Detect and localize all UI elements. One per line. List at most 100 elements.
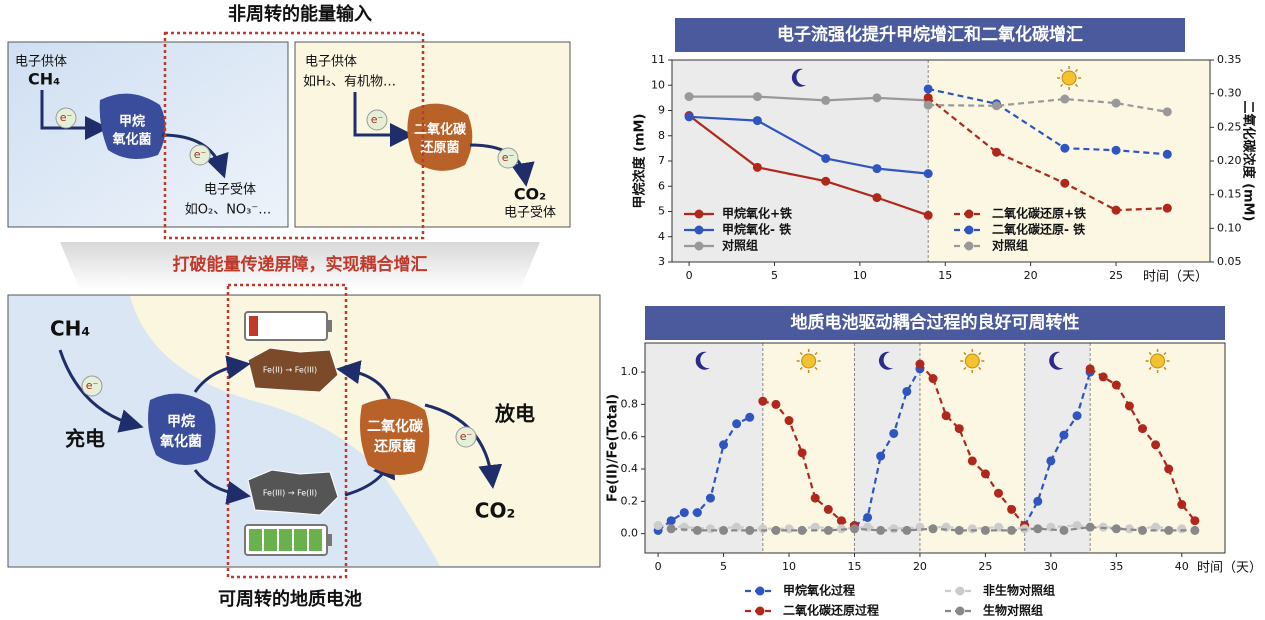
title-bar [645,306,1225,340]
y2-tick-label: 0.30 [1217,87,1242,100]
data-point [1111,380,1121,390]
donor-example: CH₄ [28,70,60,89]
data-point [923,100,933,110]
data-point [732,419,742,429]
data-point [915,359,925,369]
sun-ray [1163,366,1167,371]
y-tick-label: 5 [658,205,665,218]
legend-label: 甲烷氧化过程 [783,583,855,598]
electron [81,375,103,397]
data-point [1007,504,1017,514]
sun-ray [799,366,803,371]
chart-title: 电子流强化提升甲烷增汇和二氧化碳增汇 [777,24,1083,45]
data-point [771,525,781,535]
x-tick-label: 30 [1044,560,1058,573]
arrow [336,360,392,401]
legend-label: 甲烷氧化- 铁 [722,222,791,237]
y-tick-label: 3 [658,255,665,268]
battery-tip [327,534,332,546]
data-point [1072,521,1082,531]
microbe-label: 氧化菌 [159,433,202,450]
y-tick-label: 1.0 [621,365,639,378]
discharge: 放电 [494,402,535,426]
data-point [928,524,938,534]
data-point [679,508,689,518]
legend-label: 二氧化碳还原- 铁 [992,222,1085,237]
data-point [1007,525,1017,535]
y2-tick-label: 0.35 [1217,53,1242,66]
legend-label: 甲烷氧化+铁 [722,206,792,221]
data-point [784,524,794,534]
data-point [1033,524,1043,534]
x-tick-label: 15 [847,560,861,573]
microbe-label: 还原菌 [419,140,459,156]
reaction: Fe(III) → Fe(II) [263,489,317,498]
data-point [863,512,873,522]
y2-tick-label: 0.20 [1217,154,1242,167]
y-axis-label: 甲烷浓度 (mM) [632,114,648,209]
sun-ray [814,366,818,371]
legend-label: 非生物对照组 [983,583,1055,598]
plot-frame [644,342,1226,554]
y-tick-label: 8 [658,129,665,142]
legend-label: 生物对照组 [983,603,1043,618]
y-tick-label: 10 [651,78,665,91]
microbe [99,93,166,159]
acceptor: 电子受体 [204,183,256,198]
data-point [752,116,762,126]
x-tick-label: 40 [1175,560,1189,573]
data-point [1164,525,1174,535]
data-point [992,101,1002,111]
donor: 电子供体 [15,55,67,70]
data-point [1124,524,1134,534]
electron-label: e⁻ [60,111,73,124]
legend-label: 二氧化碳还原+铁 [992,206,1086,221]
x-tick-label: 35 [1109,560,1123,573]
data-point [684,92,694,102]
moon-icon [1049,351,1064,370]
data-point [684,112,694,122]
donor: 电子供体 [305,55,357,70]
electron-label: e⁻ [460,430,473,443]
electron-label: e⁻ [194,148,207,161]
banner-text: 打破能量传递屏障，实现耦合增汇 [173,254,428,275]
y-tick-label: 0.2 [621,494,639,507]
sun-ray [963,366,967,371]
data-point [923,210,933,220]
phase-band [928,60,1210,262]
legend-marker [964,241,974,251]
legend-marker [955,586,965,596]
phase-band [672,60,929,262]
data-point [1190,516,1200,526]
phase-band [854,343,920,553]
data-point [954,424,964,434]
diagram: 非周转的能量输入 电子供体 CH₄ 甲烷 氧化菌 e⁻ e⁻ 电子受体 如O₂、… [7,3,601,610]
x-tick-label: 15 [938,269,952,282]
x-tick-label: 10 [782,560,796,573]
data-point [876,451,886,461]
data-point [821,153,831,163]
donor-example: 如H₂、有机物… [303,74,396,90]
data-point [719,525,729,535]
chart-title: 地质电池驱动耦合过程的良好可周转性 [791,312,1080,333]
microbe-label: 二氧化碳 [414,122,467,138]
mineral [247,469,339,516]
data-point [967,524,977,534]
data-point [872,193,882,203]
sun-icon [1061,70,1077,86]
data-point [821,176,831,186]
data-point [941,411,951,421]
sun-ray [1074,68,1079,73]
arrow [40,90,109,140]
arrow [193,355,251,393]
y-tick-label: 0.8 [621,397,639,410]
sun-icon [964,353,980,369]
sun-ray [1074,83,1079,88]
data-point [1060,178,1070,188]
legend-marker [694,225,704,235]
battery-charge [249,316,258,336]
moon-icon [878,351,894,370]
microbe-label: 二氧化碳 [367,418,424,435]
data-point [810,493,820,503]
